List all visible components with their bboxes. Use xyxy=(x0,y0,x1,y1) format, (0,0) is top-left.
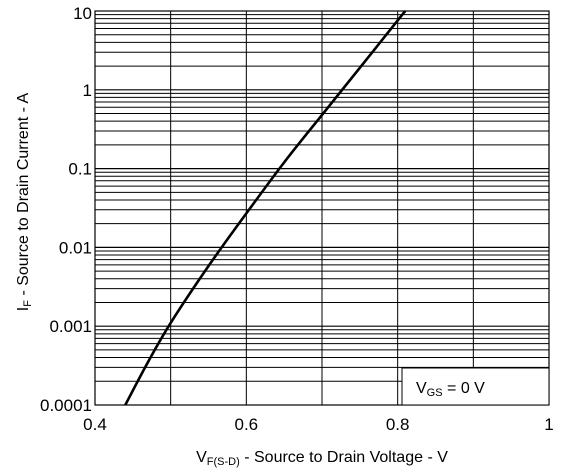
x-axis-label-main: V xyxy=(196,449,207,466)
annotation-rest: = 0 V xyxy=(443,380,486,397)
x-tick-label: 1 xyxy=(544,415,553,434)
y-axis-label-sub: F xyxy=(22,300,34,307)
annotation-box xyxy=(401,367,550,406)
y-tick-label: 0.1 xyxy=(68,160,92,179)
y-tick-label: 0.01 xyxy=(59,238,92,257)
y-tick-label: 1 xyxy=(83,81,92,100)
y-axis-label-main: I xyxy=(15,307,32,311)
x-tick-labels: 0.4 0.6 0.8 1 xyxy=(83,415,554,434)
x-axis-label: VF(S-D) - Source to Drain Voltage - V xyxy=(196,449,448,468)
grid xyxy=(95,11,549,405)
annotation-main: V xyxy=(416,380,427,397)
x-tick-label: 0.6 xyxy=(235,415,259,434)
x-axis-label-sub: F(S-D) xyxy=(207,456,240,468)
y-tick-label: 10 xyxy=(73,4,92,23)
y-tick-label: 0.0001 xyxy=(40,396,92,415)
y-tick-label: 0.001 xyxy=(49,317,92,336)
y-axis-label-rest: - Source to Drain Current - A xyxy=(15,92,32,300)
x-tick-label: 0.4 xyxy=(83,415,107,434)
annotation-vgs: VGS = 0 V xyxy=(416,380,485,399)
curve-layer xyxy=(124,10,407,406)
series-line xyxy=(124,10,407,406)
plot-frame xyxy=(94,10,550,406)
annotation-sub: GS xyxy=(427,387,443,399)
y-axis-label: IF - Source to Drain Current - A xyxy=(15,92,34,311)
x-axis-label-rest: - Source to Drain Voltage - V xyxy=(240,449,448,466)
x-tick-label: 0.8 xyxy=(386,415,410,434)
y-tick-labels: 0.0001 0.001 0.01 0.1 1 10 xyxy=(40,4,92,415)
